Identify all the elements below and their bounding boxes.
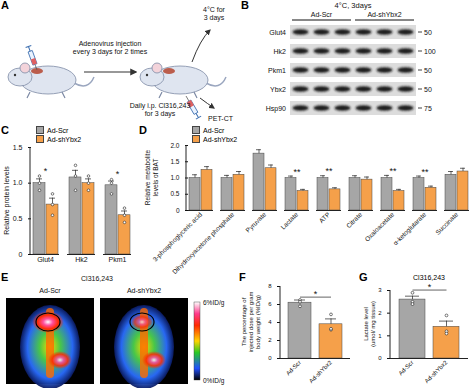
svg-text:Pyruvate: Pyruvate	[244, 210, 268, 234]
svg-text:body weight (%ID/g): body weight (%ID/g)	[255, 295, 261, 349]
svg-text:Ad-shYbx2: Ad-shYbx2	[367, 11, 401, 18]
svg-text:50: 50	[424, 67, 432, 74]
svg-text:1.5: 1.5	[170, 158, 179, 165]
svg-text:α-ketoglutarate: α-ketoglutarate	[391, 210, 428, 247]
svg-text:Pkm1: Pkm1	[268, 67, 286, 74]
svg-text:Oxaloacetate: Oxaloacetate	[363, 210, 395, 242]
svg-text:2: 2	[268, 337, 272, 343]
svg-text:*: *	[116, 169, 120, 179]
svg-text:1.5: 1.5	[13, 144, 23, 151]
html-text:Ad-Scr: Ad-Scr	[47, 127, 69, 134]
svg-text:3-phosphoglyceric acid: 3-phosphoglyceric acid	[151, 210, 204, 263]
svg-text:*: *	[44, 166, 48, 176]
svg-text:8: 8	[268, 283, 272, 289]
svg-text:0.5: 0.5	[170, 190, 179, 197]
html-text:Ad-shYbx2: Ad-shYbx2	[47, 136, 82, 143]
svg-text:**: **	[421, 167, 429, 177]
svg-text:Lactate level: Lactate level	[363, 307, 369, 341]
svg-text:Ad-shYbx2: Ad-shYbx2	[308, 359, 333, 384]
svg-text:Ad-shYbx2: Ad-shYbx2	[424, 359, 449, 384]
svg-text:2.0: 2.0	[170, 142, 179, 149]
svg-text:0: 0	[268, 355, 272, 361]
html-text:Ad-Scr: Ad-Scr	[203, 127, 225, 134]
svg-text:2: 2	[378, 310, 382, 316]
svg-text:75: 75	[424, 105, 432, 112]
svg-text:injected dose per gram: injected dose per gram	[248, 291, 254, 352]
svg-text:for 3 days: for 3 days	[145, 110, 176, 118]
html-text:E: E	[1, 271, 9, 283]
svg-text:**: **	[389, 166, 397, 176]
html-text:C: C	[1, 124, 9, 136]
svg-text:*: *	[314, 289, 318, 299]
svg-text:50: 50	[424, 29, 432, 36]
html-text:D: D	[139, 124, 147, 136]
svg-text:4: 4	[268, 319, 272, 325]
html-text:Ad-shYbx2: Ad-shYbx2	[203, 136, 238, 143]
svg-text:Adenovirus injection: Adenovirus injection	[79, 40, 142, 48]
svg-text:1.0: 1.0	[13, 179, 23, 186]
svg-text:Ad-Scr: Ad-Scr	[397, 359, 414, 376]
svg-text:Glut4: Glut4	[37, 256, 54, 263]
svg-text:50: 50	[424, 86, 432, 93]
svg-text:PET-CT: PET-CT	[208, 115, 234, 122]
svg-text:1.0: 1.0	[170, 174, 179, 181]
svg-text:Hsp90: Hsp90	[266, 105, 286, 113]
svg-text:3: 3	[378, 287, 382, 293]
svg-text:every 3 days for 2 times: every 3 days for 2 times	[73, 48, 148, 56]
svg-text:The percentage of: The percentage of	[241, 297, 247, 346]
svg-text:(umol/ mg tissue): (umol/ mg tissue)	[370, 301, 376, 347]
svg-text:Ad-Scr: Ad-Scr	[311, 11, 333, 18]
html-text:F: F	[239, 271, 246, 283]
svg-text:3 days: 3 days	[204, 14, 225, 22]
html-text:B: B	[241, 0, 249, 11]
svg-text:0.5: 0.5	[13, 215, 23, 222]
html-text:A: A	[1, 0, 9, 11]
svg-text:levels of BAT: levels of BAT	[152, 159, 159, 197]
svg-text:Daily i.p. Cl316,243: Daily i.p. Cl316,243	[130, 102, 191, 110]
svg-text:Lactate: Lactate	[279, 210, 299, 230]
svg-text:Dihydroxyacetone phosphate: Dihydroxyacetone phosphate	[171, 210, 236, 275]
svg-text:Pkm1: Pkm1	[109, 256, 127, 263]
svg-text:1: 1	[378, 333, 382, 339]
svg-text:Hk2: Hk2	[274, 48, 287, 55]
svg-text:*: *	[428, 282, 432, 292]
svg-text:Hk2: Hk2	[75, 256, 88, 263]
svg-text:ATP: ATP	[318, 211, 332, 225]
svg-text:Succinate: Succinate	[434, 210, 459, 235]
svg-text:Relative metabolite: Relative metabolite	[144, 149, 151, 205]
svg-text:Citrate: Citrate	[345, 210, 364, 229]
svg-text:Glut4: Glut4	[269, 29, 286, 36]
svg-text:**: **	[325, 166, 333, 176]
svg-text:Ybx2: Ybx2	[270, 86, 286, 93]
svg-text:Relative protein levels: Relative protein levels	[3, 166, 11, 235]
svg-text:4°C, 3days: 4°C, 3days	[335, 1, 372, 10]
html-text:Cl316,243: Cl316,243	[413, 274, 445, 281]
svg-text:6: 6	[268, 301, 272, 307]
svg-text:Ad-Scr: Ad-Scr	[39, 287, 61, 294]
svg-text:0: 0	[378, 355, 382, 361]
svg-text:**: **	[293, 167, 301, 177]
svg-text:6%ID/g: 6%ID/g	[203, 299, 225, 307]
svg-text:0: 0	[19, 251, 23, 258]
svg-text:Cl316,243: Cl316,243	[81, 275, 113, 282]
svg-text:Ad-Scr: Ad-Scr	[285, 359, 302, 376]
svg-text:4°C for: 4°C for	[203, 6, 226, 13]
svg-text:0: 0	[176, 207, 180, 214]
svg-text:100: 100	[424, 48, 436, 55]
svg-text:Ad-shYbx2: Ad-shYbx2	[127, 287, 161, 294]
html-text:G: G	[359, 271, 368, 283]
svg-text:0%ID/g: 0%ID/g	[203, 377, 225, 385]
